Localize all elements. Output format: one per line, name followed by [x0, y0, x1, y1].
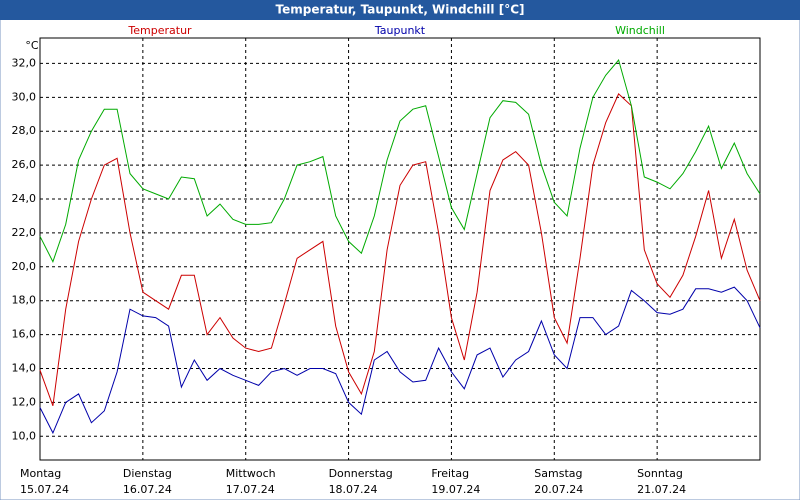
y-unit: °C: [25, 39, 39, 52]
series-line: [39, 93, 761, 406]
x-tick-label: Freitag: [431, 467, 469, 480]
legend-label: Taupunkt: [374, 24, 426, 37]
y-tick-label: 12,0: [12, 395, 37, 408]
y-tick-label: 14,0: [12, 361, 37, 374]
legend-label: Windchill: [615, 24, 665, 37]
x-tick-sublabel: 15.07.24: [20, 483, 69, 496]
plot-frame: [39, 37, 761, 461]
y-tick-label: 26,0: [12, 158, 37, 171]
y-tick-label: 20,0: [12, 260, 37, 273]
x-tick-sublabel: 16.07.24: [123, 483, 172, 496]
x-tick-label: Donnerstag: [329, 467, 393, 480]
x-tick-sublabel: 21.07.24: [637, 483, 686, 496]
x-tick-label: Sonntag: [637, 467, 683, 480]
series-line: [39, 286, 761, 435]
x-tick-sublabel: 19.07.24: [431, 483, 480, 496]
x-tick-sublabel: 18.07.24: [329, 483, 378, 496]
x-tick-label: Dienstag: [123, 467, 172, 480]
chart-title: Temperatur, Taupunkt, Windchill [°C]: [276, 3, 525, 17]
y-tick-label: 16,0: [12, 328, 37, 341]
x-tick-sublabel: 20.07.24: [534, 483, 583, 496]
y-tick-label: 22,0: [12, 226, 37, 239]
title-bar: [0, 0, 800, 20]
y-tick-label: 10,0: [12, 429, 37, 442]
series-line: [39, 58, 761, 263]
y-tick-label: 30,0: [12, 90, 37, 103]
y-tick-label: 28,0: [12, 124, 37, 137]
x-tick-label: Samstag: [534, 467, 582, 480]
x-tick-label: Mittwoch: [226, 467, 276, 480]
legend-label: Temperatur: [127, 24, 192, 37]
x-tick-sublabel: 17.07.24: [226, 483, 275, 496]
y-tick-label: 32,0: [12, 56, 37, 69]
x-tick-label: Montag: [20, 467, 61, 480]
y-tick-label: 24,0: [12, 192, 37, 205]
y-tick-label: 18,0: [12, 294, 37, 307]
